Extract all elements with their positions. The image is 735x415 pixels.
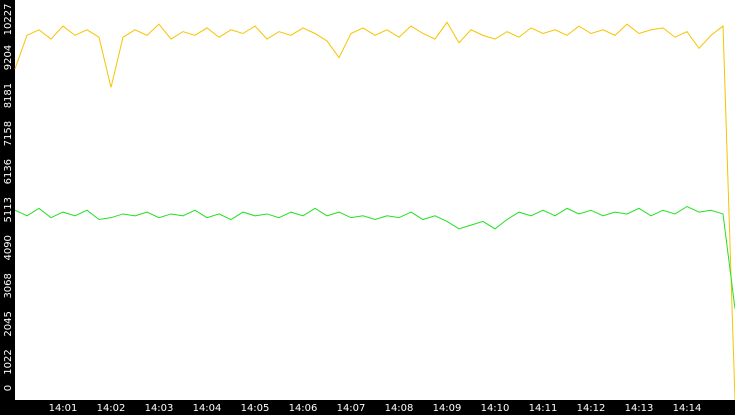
y-tick-label: 4090 <box>3 235 14 260</box>
x-tick-label: 14:04 <box>193 403 222 414</box>
series-line <box>14 21 735 401</box>
y-tick-label: 6136 <box>3 159 14 184</box>
x-tick-label: 14:09 <box>433 403 462 414</box>
y-tick-label: 8181 <box>3 83 14 108</box>
x-tick-label: 14:11 <box>529 403 558 414</box>
y-axis-band <box>0 0 15 415</box>
y-tick-label: 10227 <box>3 4 14 36</box>
y-tick-label: 9204 <box>3 45 14 70</box>
x-tick-label: 14:12 <box>577 403 606 414</box>
x-tick-label: 14:05 <box>241 403 270 414</box>
y-tick-label: 3068 <box>3 273 14 298</box>
y-tick-label: 0 <box>3 385 14 391</box>
y-tick-label: 5113 <box>3 197 14 222</box>
x-tick-label: 14:03 <box>145 403 174 414</box>
x-tick-label: 14:02 <box>97 403 126 414</box>
y-tick-label: 1022 <box>3 349 14 374</box>
y-tick-label: 7158 <box>3 121 14 146</box>
x-axis-band <box>0 400 735 415</box>
x-tick-label: 14:08 <box>385 403 414 414</box>
x-tick-label: 14:13 <box>625 403 654 414</box>
x-tick-label: 14:10 <box>481 403 510 414</box>
x-tick-label: 14:14 <box>673 403 702 414</box>
y-tick-label: 2045 <box>3 311 14 336</box>
x-tick-label: 14:07 <box>337 403 366 414</box>
x-tick-label: 14:06 <box>289 403 318 414</box>
x-tick-label: 14:01 <box>49 403 78 414</box>
series-line <box>14 205 735 309</box>
